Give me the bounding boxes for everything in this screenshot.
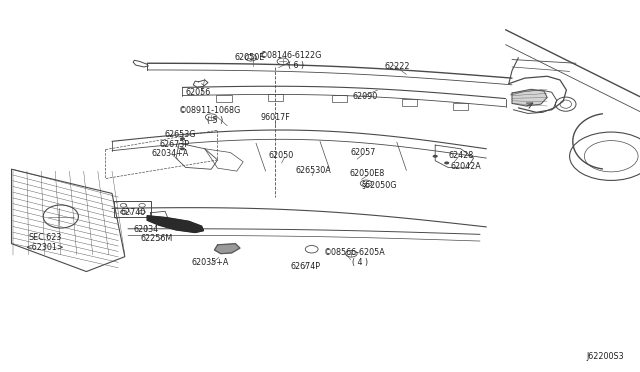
Bar <box>114 201 151 217</box>
Bar <box>216 95 232 102</box>
Text: J62200S3: J62200S3 <box>586 352 623 360</box>
Circle shape <box>180 147 185 150</box>
Text: 62674P: 62674P <box>291 262 321 271</box>
Text: 62034+A: 62034+A <box>152 149 189 158</box>
Text: §62050G: §62050G <box>362 180 397 189</box>
Polygon shape <box>214 244 240 254</box>
Circle shape <box>433 155 438 158</box>
Circle shape <box>444 161 449 164</box>
Text: ©08911-1068G
    ( 5 ): ©08911-1068G ( 5 ) <box>179 106 241 125</box>
Text: 62653G: 62653G <box>164 130 196 139</box>
Text: 62057: 62057 <box>350 148 376 157</box>
Text: 62256M: 62256M <box>140 234 172 243</box>
Circle shape <box>180 137 185 140</box>
Text: 62034: 62034 <box>133 225 159 234</box>
Bar <box>453 103 468 110</box>
Text: 62222: 62222 <box>384 62 410 71</box>
Polygon shape <box>512 89 547 106</box>
Text: 62740: 62740 <box>120 208 146 217</box>
Text: ©08146-6122G
    ( 6 ): ©08146-6122G ( 6 ) <box>260 51 323 70</box>
Text: 96017F: 96017F <box>260 113 290 122</box>
Text: 62050E: 62050E <box>234 53 265 62</box>
Text: 62050E8: 62050E8 <box>349 169 385 178</box>
Text: 62042A: 62042A <box>451 162 481 171</box>
Text: 62428: 62428 <box>448 151 474 160</box>
Text: 62050: 62050 <box>269 151 294 160</box>
Text: 62090: 62090 <box>352 92 378 101</box>
Bar <box>332 96 347 102</box>
Text: 62673P: 62673P <box>159 140 189 149</box>
Bar <box>268 94 283 101</box>
Text: ©08566-6205A
    ( 4 ): ©08566-6205A ( 4 ) <box>324 248 386 267</box>
Text: 62035+A: 62035+A <box>191 258 228 267</box>
Bar <box>402 99 417 106</box>
Text: 62056: 62056 <box>186 88 211 97</box>
Polygon shape <box>147 216 204 232</box>
Text: SEC.623
<62301>: SEC.623 <62301> <box>26 233 64 252</box>
Text: 626530A: 626530A <box>296 166 332 174</box>
